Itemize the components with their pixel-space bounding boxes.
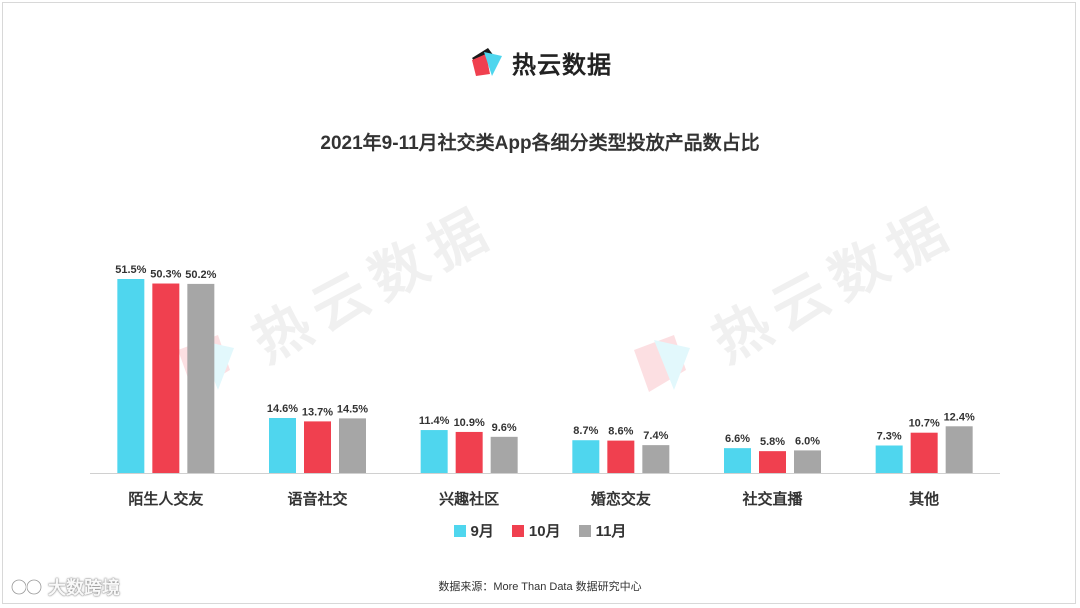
dashukuajing-logo-icon	[10, 578, 43, 596]
legend-label-nov: 11月	[595, 523, 627, 540]
data-label-1-2: 14.5%	[337, 403, 368, 415]
category-label-2: 兴趣社区	[439, 490, 499, 508]
bar-2-2	[490, 436, 518, 473]
chart-title: 2021年9-11月社交类App各细分类型投放产品数占比	[320, 133, 760, 154]
data-label-1-0: 14.6%	[267, 403, 298, 415]
data-label-3-2: 7.4%	[643, 430, 668, 442]
data-label-0-0: 51.5%	[115, 264, 146, 276]
legend-label-oct: 10月	[528, 523, 561, 540]
data-label-1-1: 13.7%	[302, 406, 333, 418]
legend-swatch-oct	[511, 524, 524, 537]
bar-5-1	[910, 432, 938, 473]
data-label-3-1: 8.6%	[608, 426, 633, 438]
bar-1-0	[269, 418, 296, 473]
data-label-2-0: 11.4%	[419, 415, 450, 427]
data-label-4-1: 5.8%	[760, 436, 785, 448]
bar-4-0	[724, 448, 751, 473]
legend-swatch-nov	[578, 524, 591, 537]
data-label-4-2: 6.0%	[795, 435, 820, 447]
bar-0-2	[187, 283, 215, 473]
data-label-2-2: 9.6%	[492, 422, 517, 434]
legend-item-sep: 9月	[453, 520, 494, 541]
legend-item-nov: 11月	[578, 520, 627, 541]
bar-3-0	[572, 440, 600, 473]
bar-4-1	[759, 451, 786, 473]
bar-5-0	[875, 445, 903, 473]
watermark-logo-icon	[634, 335, 690, 392]
bar-3-1	[607, 440, 635, 473]
bar-chart: 51.5% 50.3% 50.2% 陌生人交友 14.6% 13.7% 14.5% 语音社交 1…	[90, 264, 1000, 508]
brand-name: 热云数据	[512, 51, 612, 79]
chart-legend: 9月 10月 11月	[0, 520, 1080, 541]
category-label-0: 陌生人交友	[128, 490, 203, 508]
bar-0-1	[152, 283, 180, 473]
data-label-3-0: 8.7%	[573, 425, 598, 437]
bar-2-0	[420, 430, 448, 473]
data-label-5-2: 12.4%	[944, 411, 975, 423]
data-label-2-1: 10.9%	[454, 417, 485, 429]
corner-watermark: 大数跨境	[10, 574, 120, 600]
bar-5-2	[945, 426, 973, 473]
bar-3-2	[642, 445, 670, 473]
legend-label-sep: 9月	[470, 523, 494, 540]
category-label-4: 社交直播	[741, 490, 803, 508]
category-label-1: 语音社交	[287, 490, 347, 508]
bar-4-2	[794, 450, 821, 473]
data-label-4-0: 6.6%	[725, 433, 750, 445]
legend-item-oct: 10月	[511, 520, 561, 541]
data-label-0-2: 50.2%	[185, 269, 216, 281]
category-label-5: 其他	[909, 490, 939, 508]
bar-0-0	[117, 279, 145, 473]
corner-watermark-text: 大数跨境	[48, 578, 120, 598]
reyun-logo-icon	[472, 48, 502, 76]
bar-1-1	[304, 421, 331, 473]
bar-1-2	[339, 418, 366, 473]
legend-swatch-sep	[453, 524, 466, 537]
brand-header: 热云数据	[0, 40, 1080, 84]
data-label-5-0: 7.3%	[877, 431, 902, 443]
category-label-3: 婚恋交友	[591, 490, 651, 508]
data-label-5-1: 10.7%	[909, 418, 940, 430]
data-label-0-1: 50.3%	[150, 269, 181, 281]
bar-2-1	[455, 431, 483, 473]
data-source: 数据来源：More Than Data 数据研究中心	[438, 581, 642, 593]
